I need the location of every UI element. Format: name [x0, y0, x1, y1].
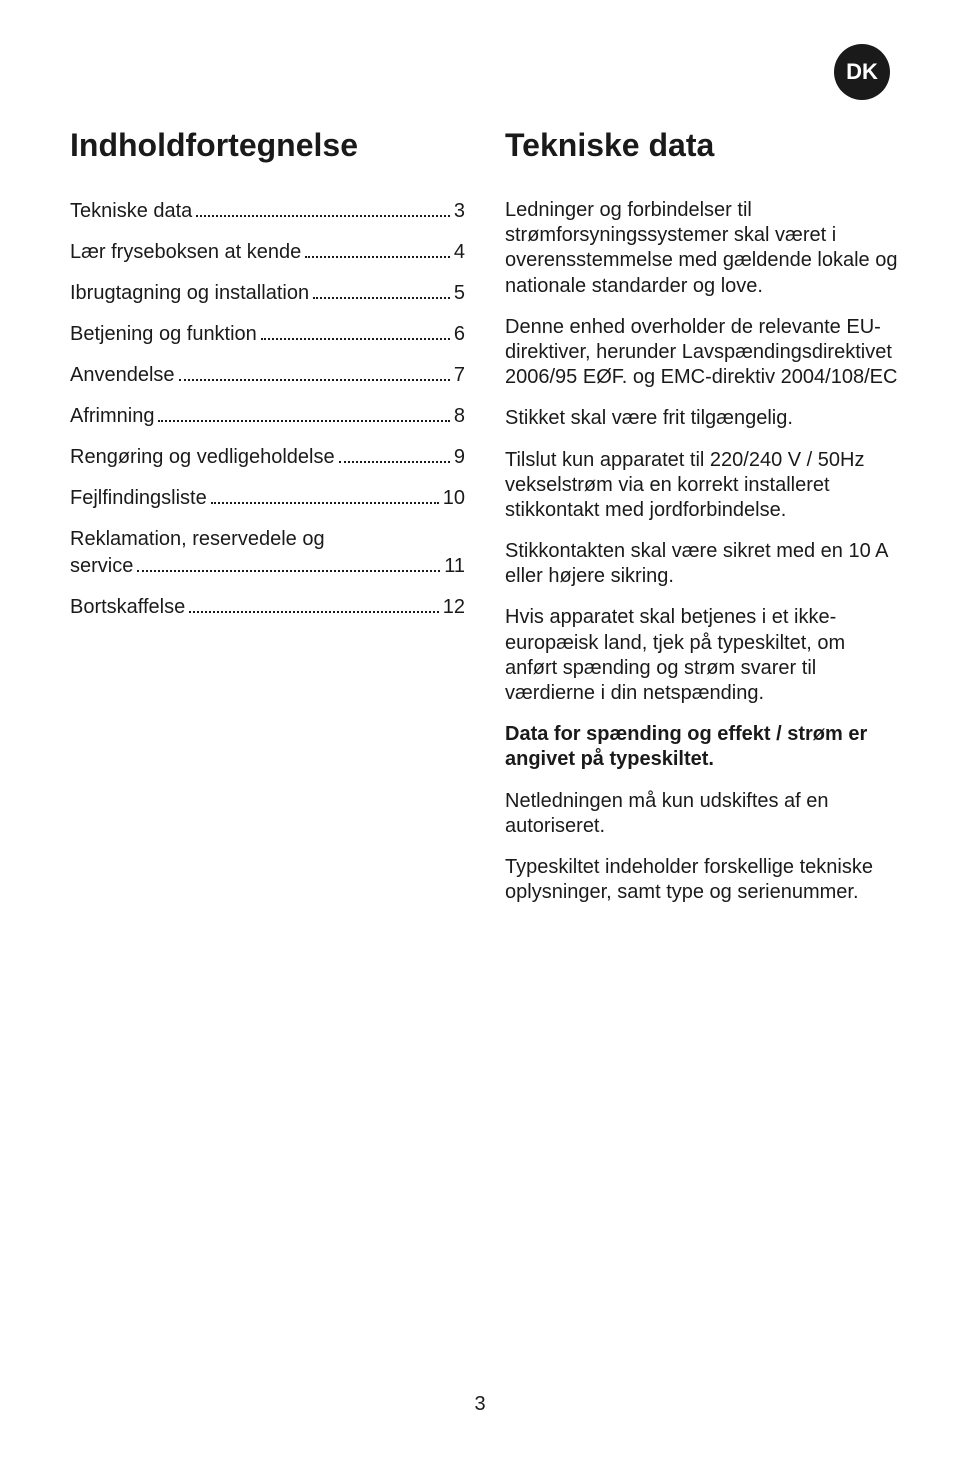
toc-page: 9	[454, 444, 465, 471]
toc-label: Lær fryseboksen at kende	[70, 239, 301, 266]
toc-label: Fejlfindingsliste	[70, 485, 207, 512]
toc-label: Ibrugtagning og installation	[70, 280, 309, 307]
paragraph: Typeskiltet indeholder forskellige tekni…	[505, 855, 900, 905]
paragraph: Stikket skal være frit tilgængelig.	[505, 406, 900, 431]
toc-list: Tekniske data 3 Lær fryseboksen at kende 4 I…	[70, 198, 465, 621]
toc-label: Rengøring og vedligeholdelse	[70, 444, 335, 471]
toc-page: 10	[443, 485, 465, 512]
toc-item: Bortskaffelse 12	[70, 594, 465, 621]
toc-dots	[305, 256, 450, 258]
toc-item: Ibrugtagning og installation 5	[70, 280, 465, 307]
toc-page: 5	[454, 280, 465, 307]
toc-dots	[179, 379, 450, 381]
toc-dots	[211, 502, 439, 504]
paragraph: Ledninger og forbindelser til strømforsy…	[505, 198, 900, 299]
toc-dots	[137, 570, 440, 572]
toc-dots	[158, 420, 449, 422]
toc-label: Tekniske data	[70, 198, 192, 225]
toc-label: Reklamation, reservedele og	[70, 526, 465, 553]
toc-page: 4	[454, 239, 465, 266]
toc-item: Fejlfindingsliste 10	[70, 485, 465, 512]
language-badge: DK	[834, 44, 890, 100]
language-badge-label: DK	[846, 59, 878, 85]
toc-label: Betjening og funktion	[70, 321, 257, 348]
toc-label: service	[70, 553, 133, 580]
paragraph: Tilslut kun apparatet til 220/240 V / 50…	[505, 448, 900, 524]
paragraph: Data for spænding og effekt / strøm er a…	[505, 722, 900, 772]
toc-dots	[196, 215, 450, 217]
page-number: 3	[474, 1393, 485, 1416]
paragraph: Denne enhed overholder de relevante EU-d…	[505, 315, 900, 391]
toc-dots	[339, 461, 450, 463]
toc-page: 3	[454, 198, 465, 225]
toc-title: Indholdfortegnelse	[70, 127, 465, 164]
section-title: Tekniske data	[505, 127, 900, 164]
toc-label: Anvendelse	[70, 362, 175, 389]
paragraph: Stikkontakten skal være sikret med en 10…	[505, 539, 900, 589]
body-text: Ledninger og forbindelser til strømforsy…	[505, 198, 900, 905]
toc-page: 6	[454, 321, 465, 348]
toc-page: 8	[454, 403, 465, 430]
page-content: Indholdfortegnelse Tekniske data 3 Lær fry…	[70, 127, 890, 921]
toc-item: Anvendelse 7	[70, 362, 465, 389]
toc-item: Tekniske data 3	[70, 198, 465, 225]
toc-item: Betjening og funktion 6	[70, 321, 465, 348]
toc-label: Afrimning	[70, 403, 154, 430]
toc-page: 7	[454, 362, 465, 389]
toc-item: Rengøring og vedligeholdelse 9	[70, 444, 465, 471]
toc-label: Bortskaffelse	[70, 594, 185, 621]
paragraph: Hvis apparatet skal betjenes i et ikke-e…	[505, 605, 900, 706]
toc-page: 12	[443, 594, 465, 621]
toc-item: Reklamation, reservedele ogservice 11	[70, 526, 465, 580]
right-column: Tekniske data Ledninger og forbindelser …	[505, 127, 900, 921]
paragraph: Netledningen må kun udskiftes af en auto…	[505, 789, 900, 839]
toc-dots	[189, 611, 439, 613]
toc-item: Afrimning 8	[70, 403, 465, 430]
toc-item-row: service 11	[70, 553, 465, 580]
toc-page: 11	[444, 553, 465, 580]
toc-item: Lær fryseboksen at kende 4	[70, 239, 465, 266]
left-column: Indholdfortegnelse Tekniske data 3 Lær fry…	[70, 127, 465, 921]
toc-dots	[313, 297, 450, 299]
toc-dots	[261, 338, 450, 340]
